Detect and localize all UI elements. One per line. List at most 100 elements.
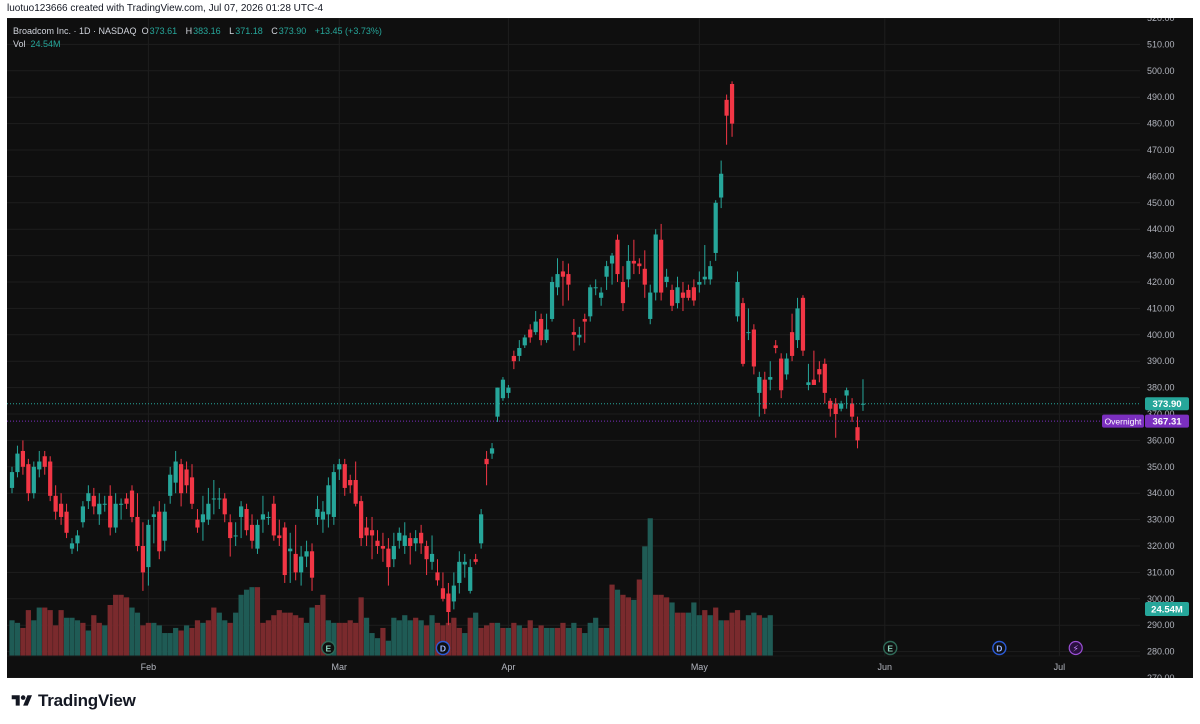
candle-body [429, 553, 435, 562]
volume-bar [211, 607, 217, 656]
candle-body [817, 369, 822, 375]
volume-bar [53, 625, 59, 656]
volume-bar [691, 602, 697, 656]
candle-body [751, 329, 756, 367]
candle-body [479, 514, 484, 544]
candle-body [419, 532, 424, 544]
candle-body [451, 585, 456, 602]
volume-bar [423, 625, 430, 656]
candle-body [157, 511, 162, 552]
candle-body [615, 239, 620, 275]
candle-body [746, 332, 751, 334]
volume-bar [91, 615, 97, 656]
volume-bar [402, 615, 408, 656]
volume-bar [620, 594, 626, 656]
candle-body [239, 506, 244, 517]
volume-bar [587, 622, 593, 656]
volume-bar [36, 607, 42, 656]
volume-bar [445, 622, 451, 656]
volume-bar [418, 620, 424, 656]
candle-body [424, 546, 429, 560]
candle-body [588, 287, 593, 317]
volume-bar [696, 615, 702, 656]
candle-body [675, 287, 680, 304]
volume-bar [107, 605, 113, 656]
volume-bar [194, 620, 201, 656]
volume-bar [489, 622, 495, 656]
volume-bar [233, 612, 239, 656]
y-tick-label: 450.00 [1147, 198, 1175, 208]
x-tick-label: May [691, 662, 709, 672]
candle-body [680, 292, 686, 298]
volume-bar [325, 620, 331, 656]
candle-body [119, 503, 124, 505]
candle-body [828, 400, 833, 409]
tradingview-logo-icon [11, 695, 32, 706]
volume-bar [385, 640, 391, 656]
candle-body [789, 332, 795, 356]
candle-body [539, 318, 544, 341]
y-tick-label: 320.00 [1147, 541, 1175, 551]
volume-bar [47, 610, 53, 656]
earnings-event-marker [883, 640, 898, 656]
candle-body [806, 382, 811, 385]
y-tick-label: 470.00 [1147, 145, 1175, 155]
candle-body [839, 403, 844, 409]
dividend-event-marker [992, 640, 1007, 656]
volume-bar [271, 615, 277, 656]
candle-body [151, 514, 156, 517]
volume-bar [565, 627, 572, 656]
candle-body [517, 348, 522, 356]
y-tick-label: 480.00 [1147, 119, 1175, 129]
candle-body [206, 503, 211, 520]
candle-body [364, 527, 369, 536]
volume-bar [614, 589, 621, 656]
candle-body [348, 480, 353, 486]
candle-body [757, 377, 762, 393]
volume-bar [685, 612, 692, 656]
price-chart[interactable]: E D E D ⚡ Feb Mar Apr May Jun Jul 270.00 280.00 290.0… [7, 18, 1193, 678]
candle-body [457, 561, 462, 583]
candle-body [669, 289, 675, 306]
y-tick-label: 300.00 [1147, 594, 1175, 604]
volume-bar [309, 607, 315, 656]
candle-body [282, 527, 287, 576]
candle-body [500, 379, 506, 399]
volume-bar [483, 625, 490, 656]
candle-body [179, 464, 184, 494]
volume-bar [254, 587, 261, 656]
volume-bar [756, 615, 762, 656]
candle-body [293, 553, 298, 573]
volume-bar [249, 587, 255, 656]
volume-bar [282, 612, 288, 656]
volume-bar [625, 597, 632, 656]
candle-body [544, 329, 549, 341]
candle-body [566, 274, 571, 285]
candle-body [97, 503, 102, 515]
y-tick-label: 520.00 [1147, 18, 1175, 23]
volume-bar [631, 599, 637, 656]
volume-bar [494, 622, 501, 656]
candle-body [31, 466, 36, 494]
candle-body [299, 556, 304, 573]
candle-body [391, 546, 396, 560]
created-by-line: luotuo123666 created with TradingView.co… [7, 3, 324, 14]
volume-bar [762, 617, 768, 656]
candle-body [64, 511, 69, 533]
candle-body [686, 289, 691, 298]
candle-body [249, 524, 255, 541]
volume-bar [680, 612, 686, 656]
ohlc-line: Broadcom Inc. · 1D · NASDAQ O373.61 H383… [13, 25, 382, 38]
open-value: 373.61 [149, 26, 178, 36]
close-value: 373.90 [278, 26, 307, 36]
y-tick-label: 360.00 [1147, 435, 1175, 445]
candle-body [773, 345, 778, 348]
tradingview-brand: TradingView [38, 691, 136, 710]
candle-body [162, 511, 167, 541]
volume-bar [429, 615, 435, 656]
volume-bar [527, 620, 533, 656]
candle-body [75, 535, 80, 544]
last-price-badge [1145, 397, 1189, 411]
chart-panel[interactable]: E D E D ⚡ Feb Mar Apr May Jun Jul 270.00 280.00 290.0… [7, 18, 1193, 678]
volume-bar [500, 627, 506, 656]
